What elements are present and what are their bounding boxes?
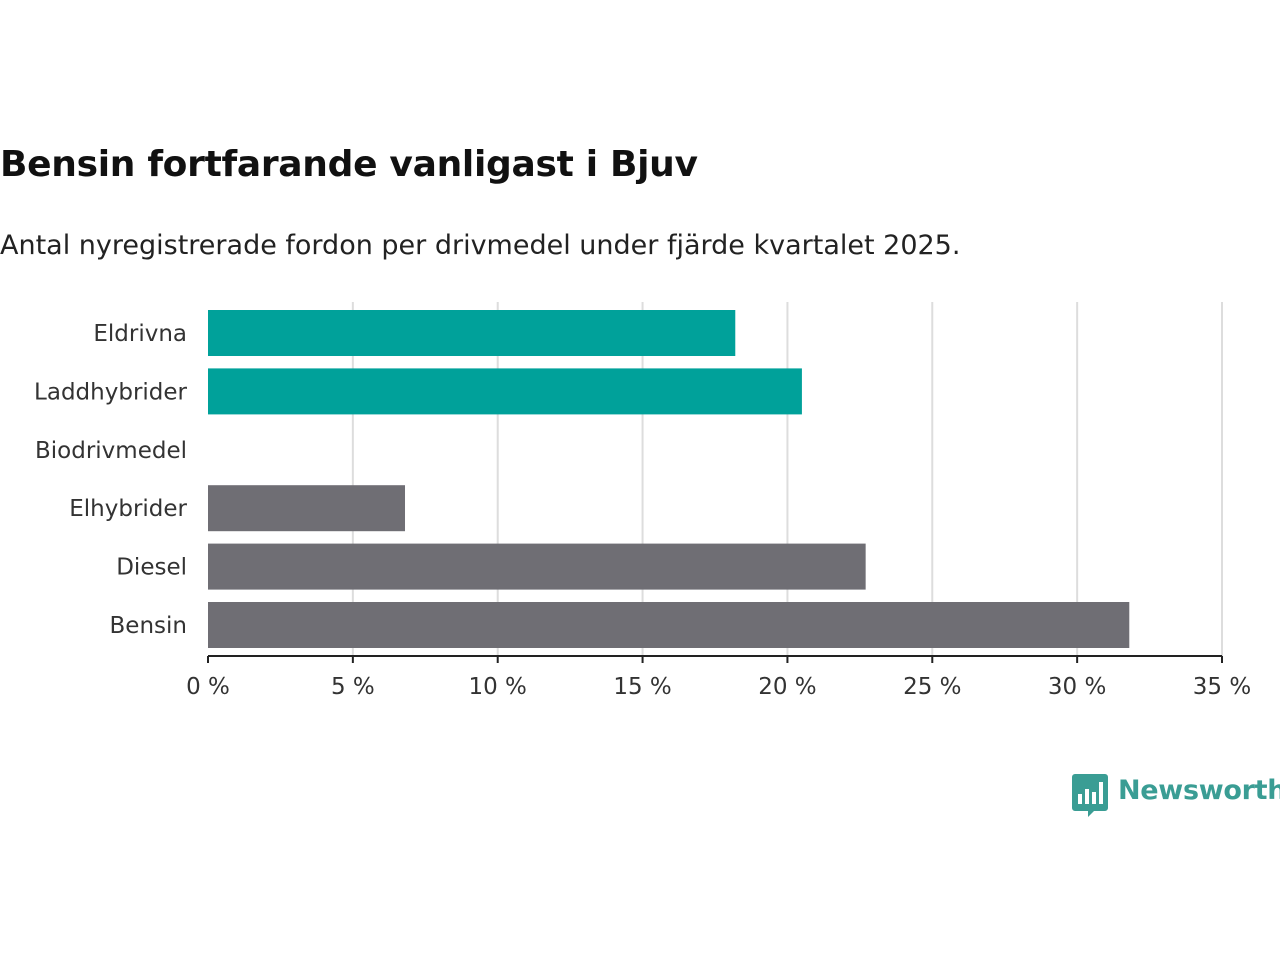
bar-elhybrider (208, 485, 406, 532)
brand-logo: Newsworthy (1072, 774, 1280, 818)
category-label: Eldrivna (93, 321, 187, 347)
chart-title: Bensin fortfarande vanligast i Bjuv (0, 144, 698, 185)
category-label: Biodrivmedel (35, 438, 187, 464)
bar-laddhybrider (208, 368, 802, 415)
bar-diesel (208, 543, 866, 590)
x-tick-label: 20 % (758, 674, 816, 700)
newsworthy-logo-icon (1072, 774, 1108, 817)
category-label: Elhybrider (69, 496, 187, 522)
chart-subtitle: Antal nyregistrerade fordon per drivmede… (0, 230, 961, 261)
category-label: Laddhybrider (34, 379, 187, 405)
x-tick-label: 5 % (331, 674, 375, 700)
x-tick-label: 0 % (186, 674, 230, 700)
category-label: Diesel (116, 555, 187, 581)
category-label: Bensin (110, 613, 187, 639)
bar-eldrivna (208, 310, 736, 356)
x-tick-label: 15 % (613, 674, 671, 700)
brand-name: Newsworthy (1118, 775, 1280, 806)
x-tick-label: 25 % (903, 674, 961, 700)
x-tick-label: 35 % (1193, 674, 1251, 700)
x-tick-label: 10 % (468, 674, 526, 700)
x-tick-label: 30 % (1048, 674, 1106, 700)
bar-bensin (208, 602, 1130, 648)
